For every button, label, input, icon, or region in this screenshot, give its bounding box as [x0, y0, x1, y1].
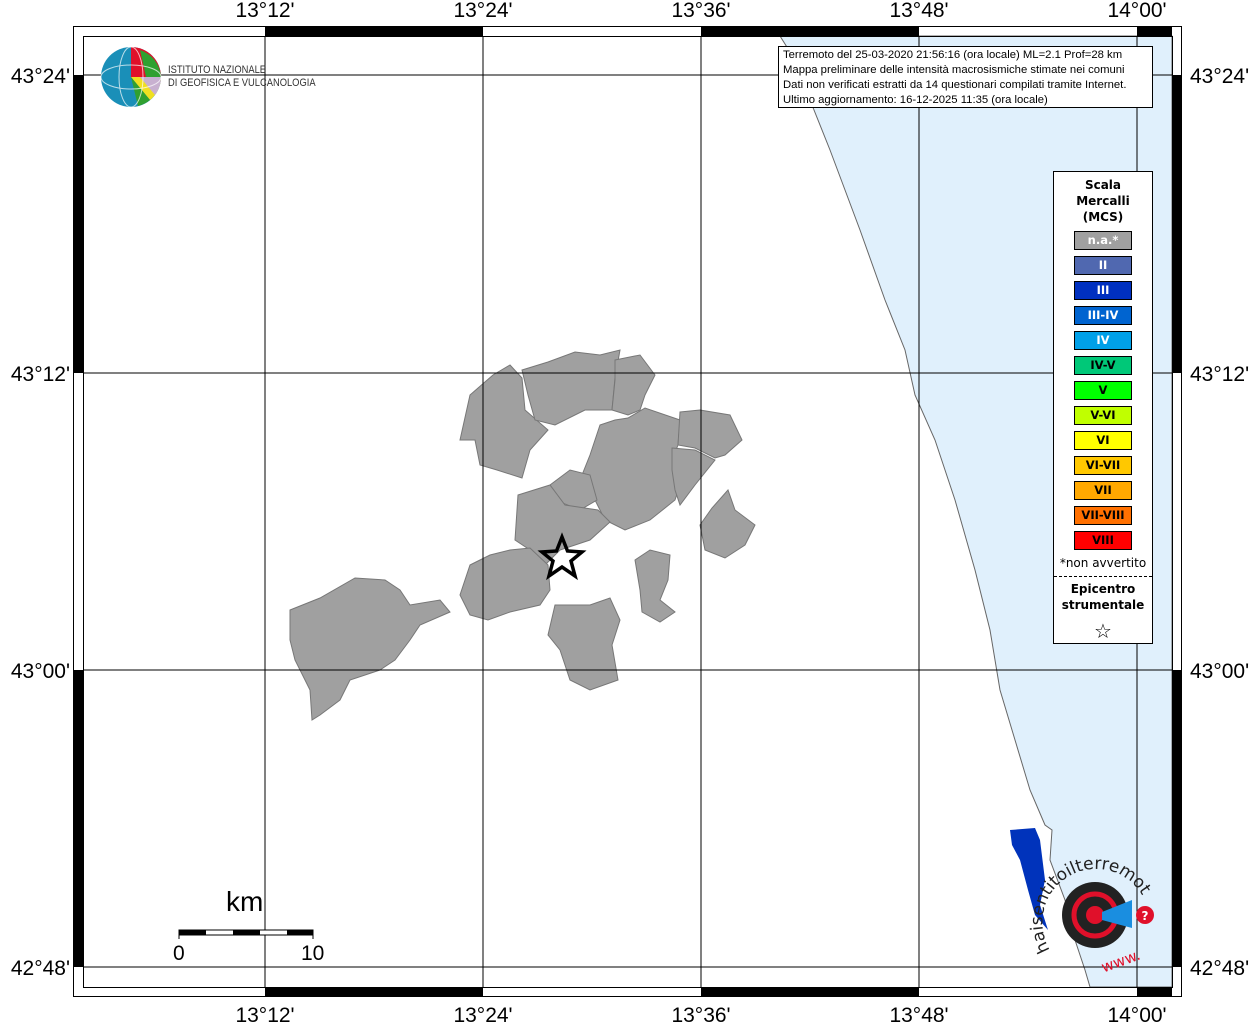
- epicenter-star-icon: [537, 532, 587, 581]
- municipality: [459, 547, 551, 621]
- municipality: [611, 354, 656, 416]
- legend-item: VI-VII: [1074, 456, 1132, 475]
- lon-label-top: 13°36': [671, 0, 730, 22]
- municipality: [289, 577, 451, 721]
- municipality: [514, 484, 611, 566]
- legend-epicenter-title: Epicentro strumentale: [1054, 581, 1152, 613]
- legend-note: *non avvertito: [1059, 556, 1147, 570]
- legend-item: VII: [1074, 481, 1132, 500]
- ingv-line1: ISTITUTO NAZIONALE: [168, 64, 267, 76]
- municipality: [671, 447, 716, 507]
- lon-label-bottom: 13°48': [889, 1004, 948, 1024]
- scale-bar-start: 0: [173, 942, 185, 965]
- info-line: Terremoto del 25-03-2020 21:56:16 (ora l…: [783, 49, 1123, 61]
- scale-bar-end: 10: [301, 942, 325, 965]
- legend-item: VI: [1074, 431, 1132, 450]
- legend-epicenter-line: strumentale: [1061, 598, 1145, 612]
- ingv-logo-text: ISTITUTO NAZIONALE DI GEOFISICA E VULCAN…: [168, 64, 316, 90]
- legend-item: III-IV: [1074, 306, 1132, 325]
- municipality: [634, 549, 676, 623]
- earthquake-info-box: Terremoto del 25-03-2020 21:56:16 (ora l…: [778, 46, 1153, 108]
- municipality: [459, 364, 549, 479]
- ingv-line2: DI GEOFISICA E VULCANOLOGIA: [168, 77, 316, 89]
- legend-item: II: [1074, 256, 1132, 275]
- legend-title-line: Mercalli: [1076, 194, 1130, 208]
- legend-item: V-VI: [1074, 406, 1132, 425]
- municipality: [677, 409, 743, 459]
- lon-label-top: 13°24': [453, 0, 512, 22]
- lon-label-top: 13°12': [235, 0, 294, 22]
- legend-item: VII-VIII: [1074, 506, 1132, 525]
- municipality: [547, 597, 621, 691]
- lat-label-left: 42°48': [11, 957, 70, 980]
- municipalities: [289, 349, 756, 721]
- legend-item: VIII: [1074, 531, 1132, 550]
- scale-bar-unit: km: [226, 886, 264, 917]
- legend-item: IV-V: [1074, 356, 1132, 375]
- lat-label-right: 42°48': [1190, 957, 1249, 980]
- municipality: [699, 489, 756, 559]
- info-line: Ultimo aggiornamento: 16-12-2025 11:35 (…: [783, 94, 1048, 106]
- lon-label-bottom: 13°24': [453, 1004, 512, 1024]
- lon-label-bottom: 13°12': [235, 1004, 294, 1024]
- info-line: Dati non verificati estratti da 14 quest…: [783, 79, 1127, 91]
- legend-item: V: [1074, 381, 1132, 400]
- lon-label-bottom: 14°00': [1107, 1004, 1166, 1024]
- legend-item: IV: [1074, 331, 1132, 350]
- map-frame: [73, 26, 1182, 997]
- lon-label-bottom: 13°36': [671, 1004, 730, 1024]
- lat-label-right: 43°12': [1190, 363, 1249, 386]
- lat-label-left: 43°00': [11, 660, 70, 683]
- lat-label-right: 43°00': [1190, 660, 1249, 683]
- legend-title-line: Scala: [1084, 178, 1122, 192]
- lat-label-left: 43°24': [11, 65, 70, 88]
- region-blue-area: [1010, 828, 1048, 930]
- svg-text:?: ?: [1142, 909, 1149, 923]
- legend-epicenter-line: Epicentro: [1070, 582, 1136, 596]
- scale-bar: [178, 929, 314, 939]
- info-line: Mappa preliminare delle intensità macros…: [783, 64, 1125, 76]
- lon-label-top: 13°48': [889, 0, 948, 22]
- legend-item: III: [1074, 281, 1132, 300]
- legend-title: Scala Mercalli (MCS): [1054, 177, 1152, 225]
- lon-label-top: 14°00': [1107, 0, 1166, 22]
- ingv-logo: [100, 46, 164, 114]
- graticule: [83, 36, 1172, 987]
- star-outline-icon: ☆: [1094, 619, 1112, 643]
- legend-item: n.a.*: [1074, 231, 1132, 250]
- legend-title-line: (MCS): [1082, 210, 1124, 224]
- lat-label-left: 43°12': [11, 363, 70, 386]
- mcs-legend: Scala Mercalli (MCS) n.a.* II III III-IV IV I…: [1053, 171, 1153, 644]
- municipality: [521, 349, 621, 426]
- lat-label-right: 43°24': [1190, 65, 1249, 88]
- legend-divider: [1054, 576, 1152, 577]
